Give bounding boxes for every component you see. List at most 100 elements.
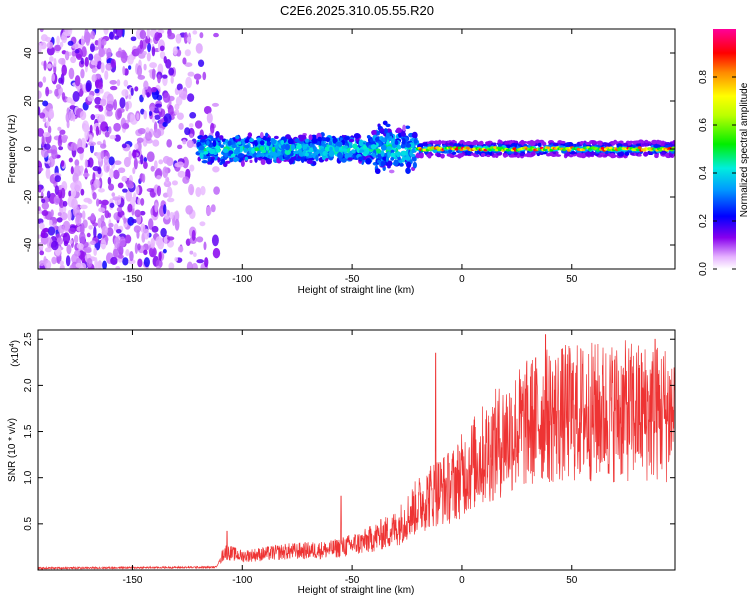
spectrogram-cell (160, 227, 167, 238)
spectrogram-cell (419, 152, 424, 157)
spectrogram-cell (113, 236, 120, 249)
spectrogram-cell (69, 265, 73, 269)
spectrogram-cell (113, 99, 118, 111)
spectrogram-cell (555, 154, 562, 157)
spectrogram-cell (122, 188, 128, 193)
spectrogram-cell (97, 217, 102, 229)
spectrogram-cell (328, 150, 335, 157)
spectrogram-cell (74, 180, 82, 192)
spectrogram-cell (90, 212, 95, 221)
spectrogram-cell (185, 76, 193, 89)
spectrogram-cell (254, 147, 261, 152)
spectrogram-cell (130, 113, 134, 119)
spectrogram-cell (156, 175, 162, 180)
spectrogram-cell (154, 114, 161, 120)
colorbar: 0.0 0.2 0.4 0.6 0.8 Normalized spectral ampl… (698, 29, 750, 276)
spectrogram-cell (622, 142, 629, 147)
spectrogram-cell (671, 141, 675, 145)
spectrogram-cell (40, 230, 46, 238)
spectrogram-cell (643, 152, 649, 156)
y-tick-label: 20 (23, 95, 34, 107)
spectrogram-cell (100, 143, 107, 149)
spectrogram-cell (246, 151, 250, 155)
spectrogram-cell (251, 147, 255, 154)
spectrogram-cell (105, 103, 114, 112)
spectrogram-cell (114, 134, 121, 142)
spectrogram-cell (388, 169, 395, 174)
spectrogram-cell (413, 138, 418, 144)
spectrogram-cell (561, 150, 567, 154)
x-tick-label: -50 (345, 575, 360, 586)
spectrogram-cell (480, 152, 486, 157)
spectrogram-cell (48, 108, 54, 120)
spectrogram-cell (256, 137, 262, 141)
spectrogram-cell (257, 150, 261, 155)
spectrogram-cell (104, 70, 109, 81)
spectrogram-cell (148, 247, 155, 258)
spectrogram-cell (47, 63, 52, 69)
spectrogram-cell (189, 111, 197, 119)
spectrogram-cell (402, 124, 406, 132)
spectrogram-y-ticks: -40 -20 0 20 40 (23, 47, 675, 252)
spectrogram-cell (270, 138, 277, 145)
spectrogram-cell (178, 122, 184, 130)
spectrogram-cell (206, 112, 213, 124)
spectrogram-cell (59, 129, 66, 135)
spectrogram-cell (98, 207, 106, 213)
spectrogram-cell (647, 151, 653, 155)
spectrogram-cell (38, 128, 45, 137)
spectrogram-cell (133, 157, 138, 170)
spectrogram-cell (422, 142, 428, 147)
spectrogram-cell (140, 154, 144, 165)
spectrogram-cell (67, 209, 72, 222)
spectrogram-cell (40, 34, 48, 42)
spectrogram-cell (134, 143, 139, 150)
spectrogram-cell (569, 154, 574, 158)
snr-panel: -150 -100 -50 0 50 0.5 1.0 1.5 2.0 2.5 Height of… (7, 329, 676, 596)
spectrogram-cell (38, 90, 42, 99)
spectrogram-cell (101, 225, 109, 235)
spectrogram-cell (199, 221, 206, 227)
spectrogram-cell (457, 153, 464, 158)
spectrogram-cell (308, 134, 313, 141)
spectrogram-cell (38, 206, 41, 211)
spectrogram-cell (122, 122, 130, 130)
spectrogram-cell (366, 135, 371, 139)
spectrogram-cell (188, 183, 195, 196)
spectrogram-cell (100, 214, 105, 223)
spectrogram-cell (143, 161, 148, 170)
spectrogram-cell (446, 153, 453, 157)
spectrogram-cell (390, 149, 395, 154)
spectrogram-cell (212, 166, 220, 173)
y-tick-label: 0.5 (23, 516, 34, 530)
spectrogram-cell (200, 185, 206, 196)
spectrogram-cell (174, 218, 180, 231)
spectrogram-cell (42, 117, 47, 123)
snr-y-scale-exp: 4 (9, 343, 16, 347)
spectrogram-cell (473, 154, 480, 158)
spectrogram-cell (479, 140, 484, 146)
spectrogram-cell (122, 257, 129, 266)
spectrogram-cell (265, 132, 269, 138)
spectrogram-cell (163, 204, 167, 215)
spectrogram-cell (136, 137, 144, 143)
spectrogram-cell (125, 190, 133, 202)
spectrogram-cell (153, 128, 162, 139)
spectrogram-cell (374, 168, 381, 175)
spectrogram-cell (617, 151, 625, 157)
spectrogram-cell (143, 249, 148, 256)
spectrogram-cell (50, 209, 54, 218)
spectrogram-cell (90, 240, 96, 246)
spectrogram-cell (93, 247, 97, 257)
spectrogram-cell (38, 186, 42, 193)
spectrogram-cell (135, 185, 140, 196)
spectrogram-cell (298, 134, 305, 142)
spectrogram-cell (210, 158, 215, 164)
spectrogram-cell (109, 134, 117, 140)
spectrogram-cell (195, 186, 202, 198)
spectrogram-cell (204, 257, 209, 268)
spectrogram-cell (243, 147, 248, 153)
spectrogram-cell (219, 135, 224, 140)
colorbar-tick-label: 0.0 (698, 262, 709, 276)
spectrogram-cell (304, 138, 310, 143)
